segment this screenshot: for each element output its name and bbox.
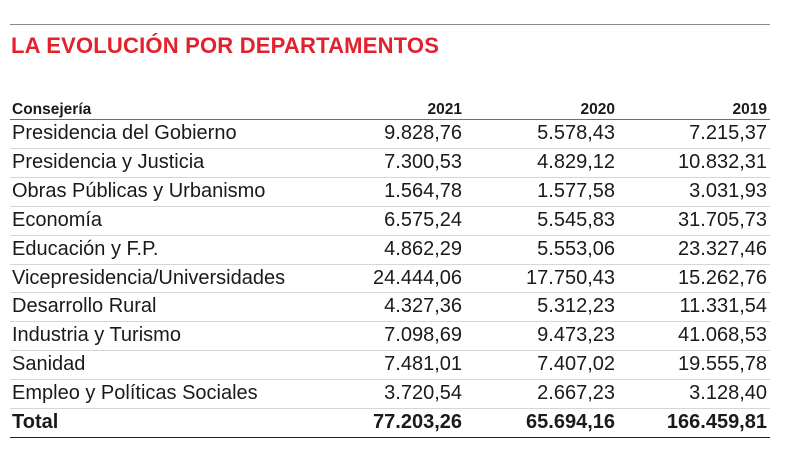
value-2020: 5.553,06 bbox=[465, 235, 618, 265]
value-2021: 7.300,53 bbox=[345, 148, 465, 178]
value-2019: 3.031,93 bbox=[618, 177, 770, 207]
value-2021: 6.575,24 bbox=[345, 206, 465, 236]
table-row: Educación y F.P. 4.862,29 5.553,06 23.32… bbox=[10, 235, 770, 265]
total-2020: 65.694,16 bbox=[465, 408, 618, 438]
table-row: Industria y Turismo 7.098,69 9.473,23 41… bbox=[10, 321, 770, 352]
table-row: Sanidad 7.481,01 7.407,02 19.555,78 bbox=[10, 350, 770, 381]
row-consejeria: Presidencia y Justicia bbox=[10, 148, 345, 178]
row-consejeria: Obras Públicas y Urbanismo bbox=[10, 177, 345, 207]
table-row: Presidencia y Justicia 7.300,53 4.829,12… bbox=[10, 148, 770, 178]
value-2019: 31.705,73 bbox=[618, 206, 770, 236]
row-consejeria: Vicepresidencia/Universidades bbox=[10, 264, 345, 294]
total-row: Total 77.203,26 65.694,16 166.459,81 bbox=[10, 408, 770, 438]
value-2019: 10.832,31 bbox=[618, 148, 770, 178]
departments-table: Consejería 2021 2020 2019 Presidencia de… bbox=[10, 100, 770, 438]
value-2020: 4.829,12 bbox=[465, 148, 618, 178]
row-consejeria: Industria y Turismo bbox=[10, 321, 345, 352]
value-2019: 23.327,46 bbox=[618, 235, 770, 265]
value-2021: 1.564,78 bbox=[345, 177, 465, 207]
value-2019: 11.331,54 bbox=[618, 292, 770, 323]
value-2020: 1.577,58 bbox=[465, 177, 618, 207]
total-2021: 77.203,26 bbox=[345, 408, 465, 438]
value-2021: 9.828,76 bbox=[345, 119, 465, 149]
value-2020: 9.473,23 bbox=[465, 321, 618, 352]
value-2019: 15.262,76 bbox=[618, 264, 770, 294]
table-header-row: Consejería 2021 2020 2019 bbox=[10, 100, 770, 120]
header-2021: 2021 bbox=[345, 100, 465, 120]
table-row: Presidencia del Gobierno 9.828,76 5.578,… bbox=[10, 119, 770, 149]
row-consejeria: Economía bbox=[10, 206, 345, 236]
table-row: Vicepresidencia/Universidades 24.444,06 … bbox=[10, 264, 770, 294]
value-2020: 5.312,23 bbox=[465, 292, 618, 323]
header-consejeria: Consejería bbox=[10, 100, 345, 120]
total-label: Total bbox=[10, 408, 345, 438]
header-2020: 2020 bbox=[465, 100, 618, 120]
row-consejeria: Empleo y Políticas Sociales bbox=[10, 379, 345, 410]
total-2019: 166.459,81 bbox=[618, 408, 770, 438]
value-2019: 3.128,40 bbox=[618, 379, 770, 410]
value-2021: 7.481,01 bbox=[345, 350, 465, 381]
header-2019: 2019 bbox=[618, 100, 770, 120]
value-2020: 5.578,43 bbox=[465, 119, 618, 149]
row-consejeria: Educación y F.P. bbox=[10, 235, 345, 265]
row-consejeria: Desarrollo Rural bbox=[10, 292, 345, 323]
table-row: Obras Públicas y Urbanismo 1.564,78 1.57… bbox=[10, 177, 770, 207]
value-2019: 41.068,53 bbox=[618, 321, 770, 352]
top-rule bbox=[10, 24, 770, 25]
value-2021: 24.444,06 bbox=[345, 264, 465, 294]
value-2019: 7.215,37 bbox=[618, 119, 770, 149]
value-2021: 4.327,36 bbox=[345, 292, 465, 323]
value-2021: 4.862,29 bbox=[345, 235, 465, 265]
table-row: Economía 6.575,24 5.545,83 31.705,73 bbox=[10, 206, 770, 236]
value-2021: 3.720,54 bbox=[345, 379, 465, 410]
page-title: LA EVOLUCIÓN POR DEPARTAMENTOS bbox=[11, 33, 440, 58]
value-2020: 2.667,23 bbox=[465, 379, 618, 410]
row-consejeria: Presidencia del Gobierno bbox=[10, 119, 345, 149]
value-2020: 7.407,02 bbox=[465, 350, 618, 381]
row-consejeria: Sanidad bbox=[10, 350, 345, 381]
value-2020: 5.545,83 bbox=[465, 206, 618, 236]
table-row: Empleo y Políticas Sociales 3.720,54 2.6… bbox=[10, 379, 770, 410]
table-row: Desarrollo Rural 4.327,36 5.312,23 11.33… bbox=[10, 292, 770, 323]
value-2020: 17.750,43 bbox=[465, 264, 618, 294]
value-2021: 7.098,69 bbox=[345, 321, 465, 352]
value-2019: 19.555,78 bbox=[618, 350, 770, 381]
